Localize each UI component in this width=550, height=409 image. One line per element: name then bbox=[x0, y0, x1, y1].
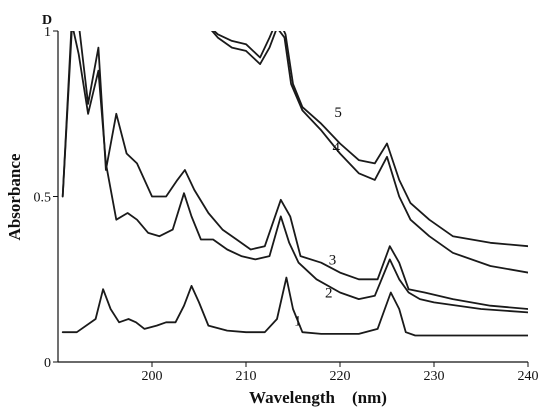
y-tick-label: 0 bbox=[44, 356, 51, 371]
y-tick-label: 0.5 bbox=[34, 191, 52, 206]
series-line-1 bbox=[61, 276, 528, 337]
series-label-3: 3 bbox=[329, 252, 337, 268]
series-label-4: 4 bbox=[332, 140, 340, 156]
series-line-2 bbox=[61, 31, 528, 314]
series-line-5 bbox=[212, 31, 528, 248]
series-line-3 bbox=[61, 31, 528, 310]
series-layer bbox=[61, 31, 528, 337]
x-tick-label: 240 bbox=[518, 369, 539, 384]
series-label-2: 2 bbox=[325, 285, 333, 301]
series-label-5: 5 bbox=[334, 105, 342, 121]
x-tick-label: 220 bbox=[330, 369, 351, 384]
y-tick-label: 1 bbox=[44, 25, 51, 40]
series-line-4 bbox=[210, 31, 528, 274]
ticks-layer: 200 210 220 230 240 0 0.5 1 bbox=[34, 25, 539, 384]
series-label-1: 1 bbox=[294, 314, 302, 330]
curve-labels-layer: 1 2 3 4 5 bbox=[294, 105, 342, 330]
x-tick-label: 230 bbox=[424, 369, 445, 384]
x-axis-title: Wavelength (nm) bbox=[249, 388, 387, 407]
corner-label: D bbox=[42, 13, 52, 28]
x-tick-label: 210 bbox=[236, 369, 257, 384]
y-axis-title: Absorbance bbox=[5, 153, 24, 240]
x-tick-label: 200 bbox=[142, 369, 163, 384]
